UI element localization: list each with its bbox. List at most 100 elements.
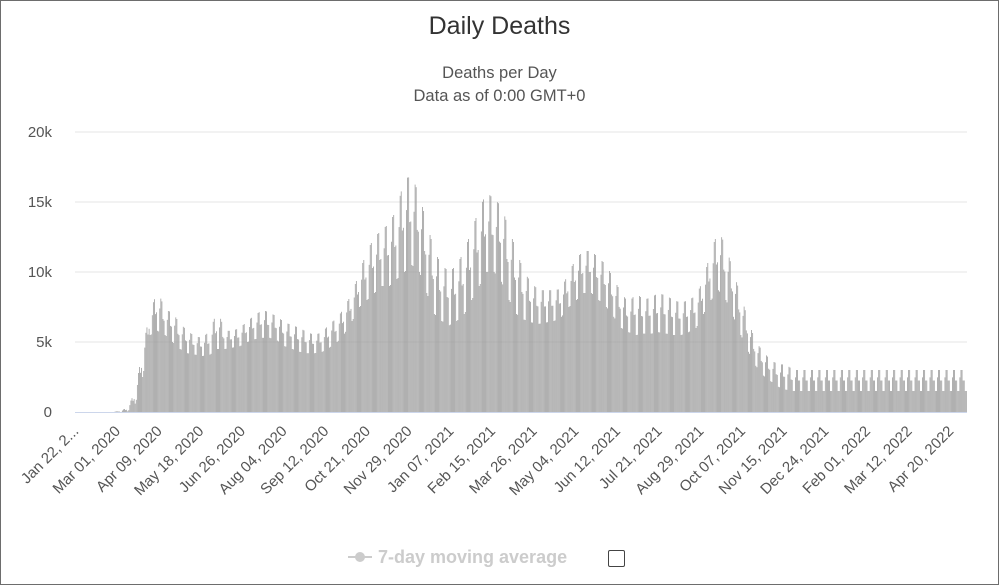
- bar[interactable]: [745, 330, 747, 412]
- bar[interactable]: [554, 320, 556, 412]
- bar[interactable]: [552, 305, 554, 412]
- bar[interactable]: [207, 343, 209, 412]
- bar[interactable]: [527, 278, 529, 412]
- bar[interactable]: [703, 314, 704, 412]
- bar[interactable]: [326, 327, 327, 412]
- bar[interactable]: [479, 284, 481, 412]
- bar[interactable]: [717, 262, 718, 412]
- bar[interactable]: [242, 325, 244, 412]
- bar[interactable]: [366, 300, 368, 412]
- bar[interactable]: [846, 391, 848, 412]
- bar[interactable]: [625, 298, 626, 412]
- bar[interactable]: [529, 300, 530, 412]
- bar[interactable]: [892, 377, 893, 412]
- bar[interactable]: [273, 315, 275, 412]
- bar[interactable]: [933, 380, 935, 413]
- bar[interactable]: [136, 384, 138, 412]
- bar[interactable]: [491, 234, 493, 412]
- bar[interactable]: [893, 370, 895, 412]
- bar[interactable]: [235, 329, 237, 412]
- bar[interactable]: [185, 340, 186, 412]
- bar[interactable]: [752, 333, 754, 412]
- bar[interactable]: [921, 391, 922, 412]
- bar[interactable]: [263, 337, 264, 412]
- bar[interactable]: [486, 272, 488, 412]
- bar[interactable]: [162, 319, 164, 412]
- bar[interactable]: [724, 271, 726, 413]
- bar[interactable]: [258, 312, 260, 412]
- bar[interactable]: [762, 375, 764, 412]
- bar[interactable]: [438, 259, 439, 412]
- bar[interactable]: [868, 391, 870, 412]
- bar[interactable]: [388, 255, 389, 412]
- bar[interactable]: [448, 325, 450, 412]
- bar[interactable]: [546, 322, 547, 412]
- bar[interactable]: [850, 380, 852, 413]
- bar[interactable]: [891, 391, 892, 412]
- bar[interactable]: [285, 346, 287, 412]
- bar[interactable]: [446, 297, 448, 412]
- bar[interactable]: [146, 327, 148, 412]
- bar[interactable]: [719, 291, 720, 412]
- bar[interactable]: [709, 278, 711, 413]
- bar[interactable]: [595, 255, 597, 412]
- bar[interactable]: [845, 391, 846, 412]
- bar[interactable]: [324, 328, 326, 412]
- bar[interactable]: [400, 191, 402, 412]
- bar[interactable]: [174, 325, 176, 412]
- bar[interactable]: [275, 328, 277, 412]
- bar[interactable]: [518, 277, 520, 412]
- bar[interactable]: [830, 391, 832, 412]
- bar[interactable]: [421, 229, 422, 412]
- bar[interactable]: [193, 345, 195, 412]
- bar[interactable]: [354, 284, 356, 412]
- bar[interactable]: [799, 380, 801, 413]
- bar[interactable]: [855, 370, 857, 412]
- bar[interactable]: [170, 325, 171, 412]
- bar[interactable]: [883, 391, 885, 412]
- bar[interactable]: [172, 342, 173, 412]
- bar[interactable]: [456, 321, 458, 412]
- bar[interactable]: [630, 311, 632, 412]
- bar[interactable]: [741, 337, 743, 412]
- bar[interactable]: [844, 380, 845, 413]
- bar[interactable]: [930, 370, 932, 412]
- bar[interactable]: [377, 234, 379, 412]
- bar[interactable]: [492, 235, 494, 412]
- bar[interactable]: [531, 322, 532, 412]
- bar[interactable]: [169, 311, 170, 412]
- bar[interactable]: [769, 369, 771, 412]
- bar[interactable]: [702, 298, 703, 412]
- bar[interactable]: [489, 195, 491, 412]
- bar[interactable]: [767, 356, 768, 412]
- bar[interactable]: [863, 370, 865, 412]
- bar[interactable]: [791, 380, 793, 412]
- bar[interactable]: [939, 370, 940, 412]
- bar[interactable]: [246, 342, 248, 412]
- bar[interactable]: [260, 324, 262, 412]
- bar[interactable]: [727, 271, 729, 412]
- bar[interactable]: [820, 380, 822, 413]
- bar[interactable]: [549, 290, 551, 412]
- bar[interactable]: [475, 218, 477, 412]
- bar[interactable]: [313, 343, 314, 412]
- bar[interactable]: [530, 301, 531, 412]
- bar[interactable]: [564, 281, 566, 412]
- bar[interactable]: [631, 298, 633, 412]
- bar[interactable]: [535, 287, 537, 412]
- bar[interactable]: [133, 399, 135, 412]
- bar[interactable]: [383, 248, 385, 412]
- moving-average-checkbox[interactable]: [608, 550, 625, 567]
- bar[interactable]: [757, 353, 759, 412]
- bar[interactable]: [440, 291, 442, 413]
- bar[interactable]: [331, 330, 333, 412]
- bar[interactable]: [925, 380, 927, 413]
- bar[interactable]: [961, 370, 963, 412]
- bar[interactable]: [699, 286, 701, 412]
- bar[interactable]: [637, 308, 639, 412]
- bar[interactable]: [141, 367, 142, 412]
- bar[interactable]: [636, 334, 638, 412]
- bar[interactable]: [495, 226, 497, 412]
- bar[interactable]: [236, 329, 238, 412]
- bar[interactable]: [913, 391, 915, 412]
